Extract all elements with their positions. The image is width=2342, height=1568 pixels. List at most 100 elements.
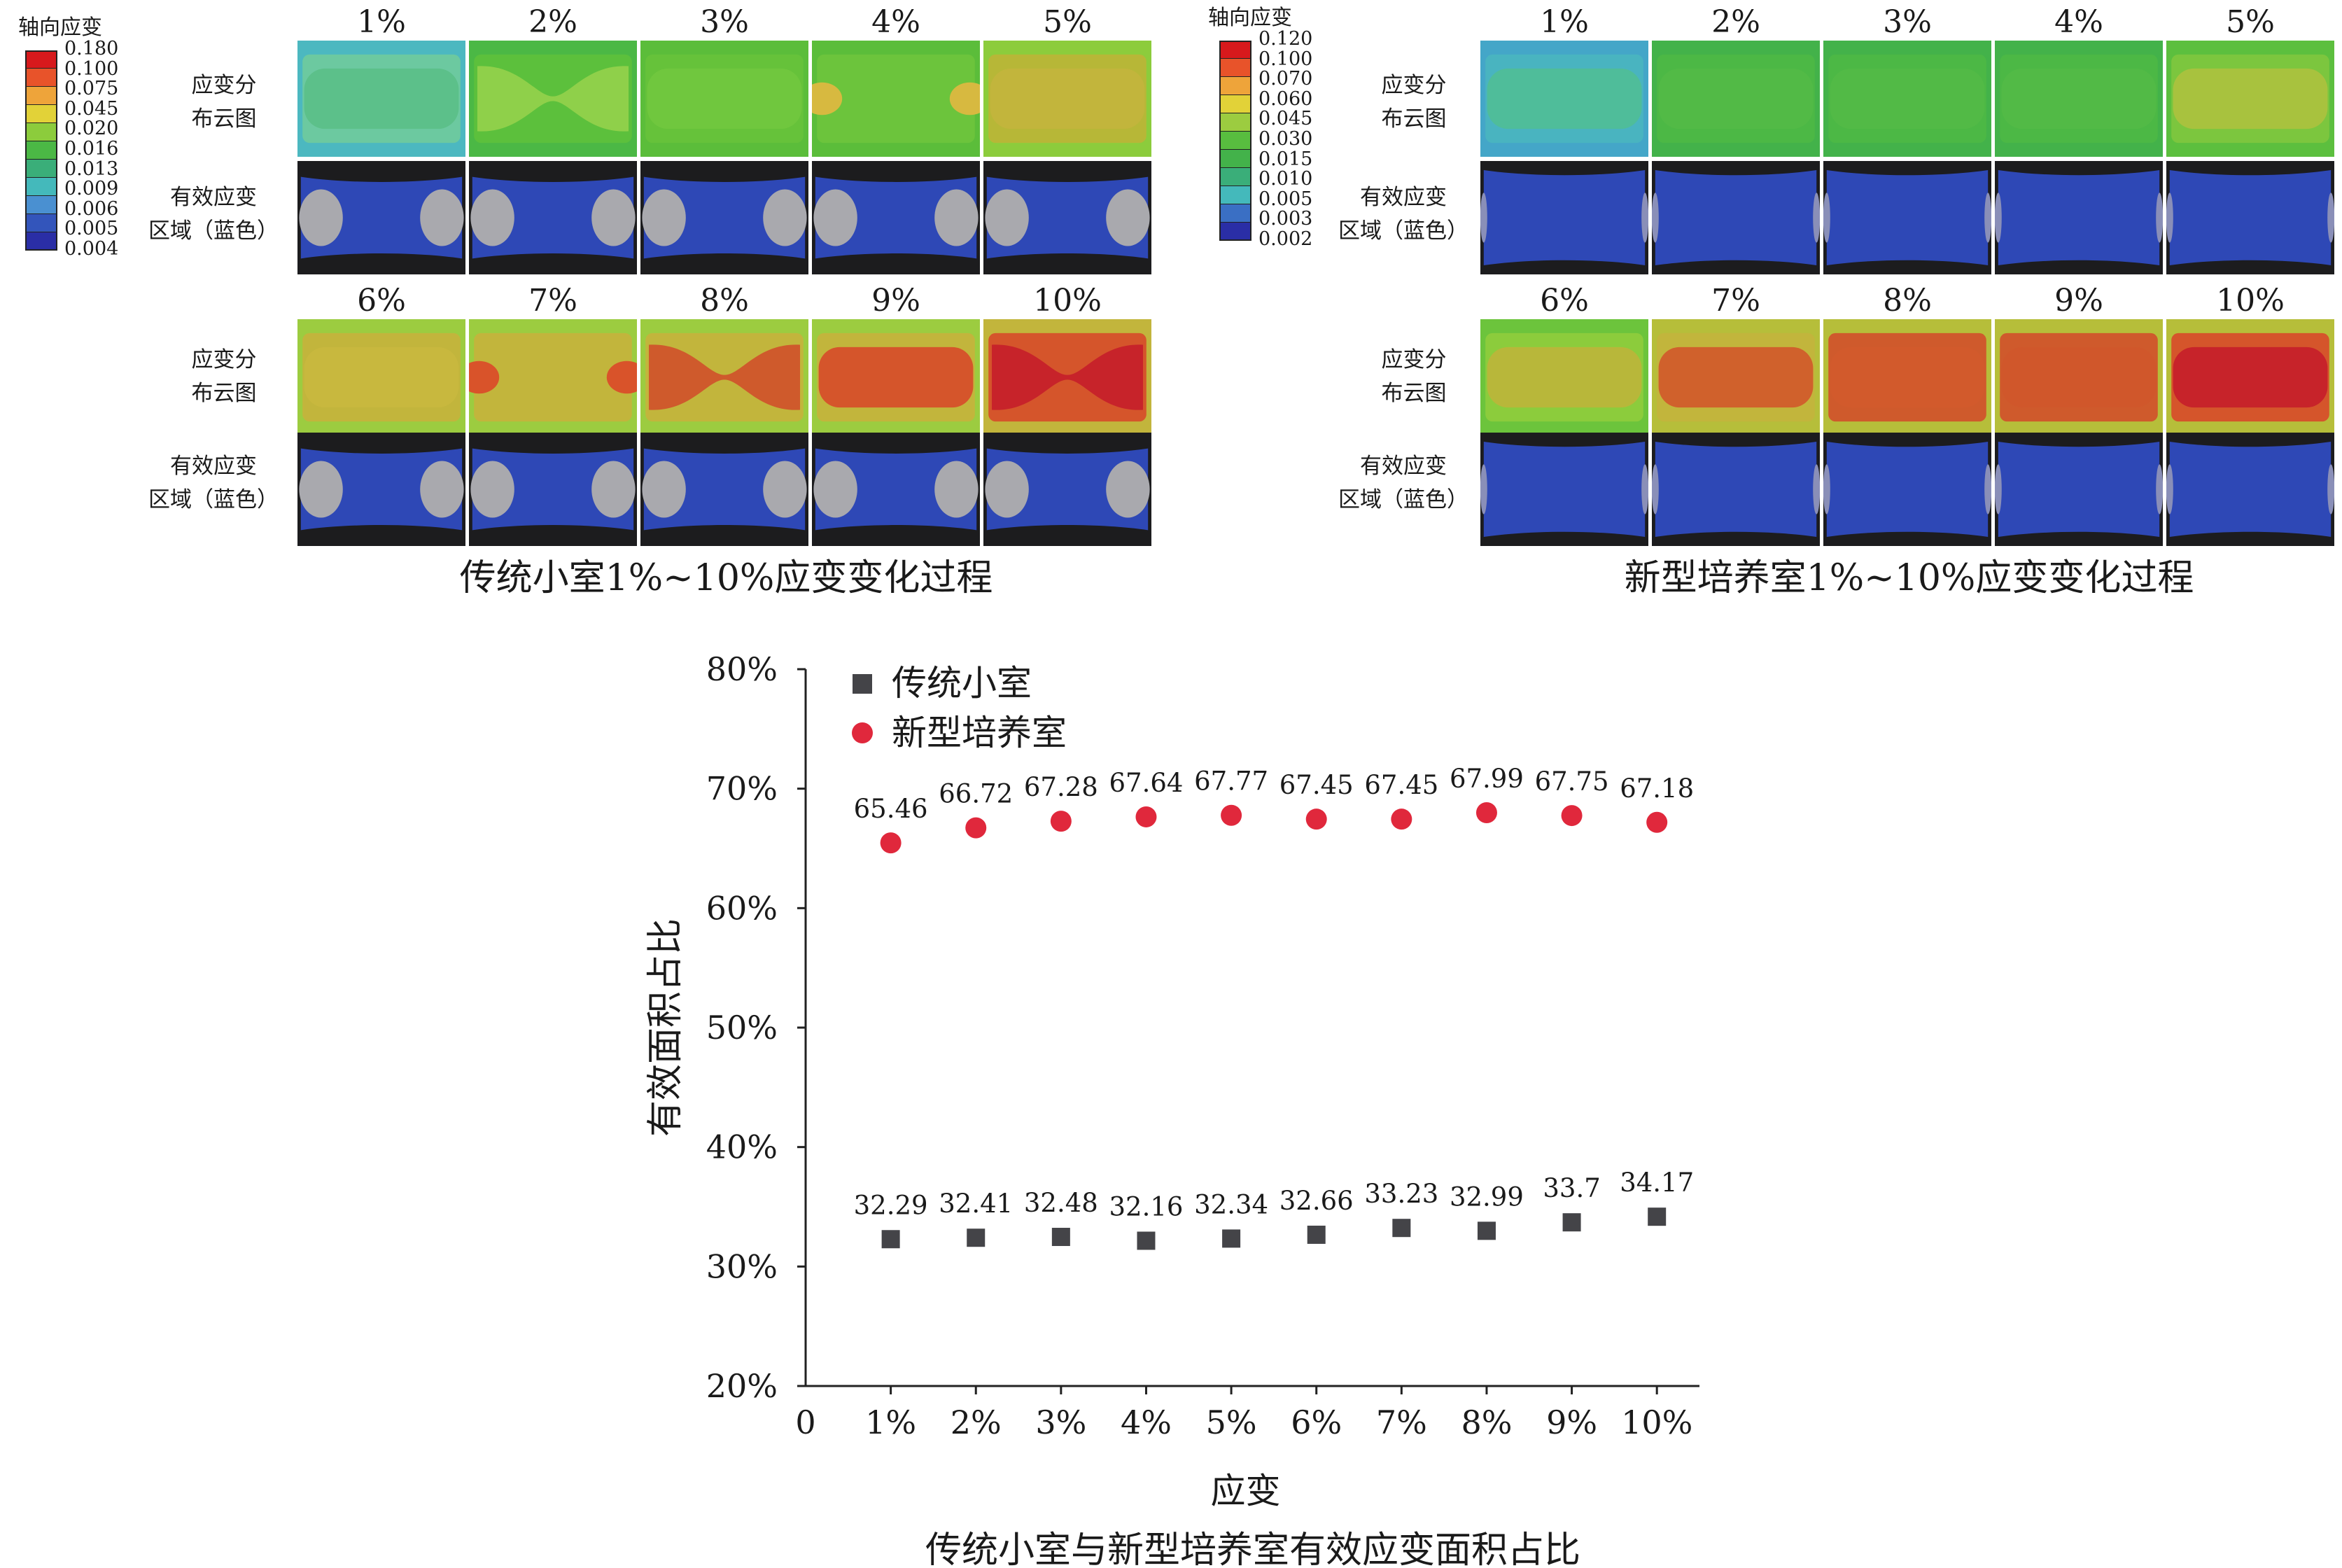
data-label: 32.34 [1194, 1189, 1268, 1219]
strain-cloud-image [1995, 41, 2163, 157]
cloud-core [1487, 68, 1642, 130]
legend-value: 0.075 [64, 78, 119, 100]
legend-value: 0.060 [1258, 88, 1313, 110]
data-label: 67.64 [1109, 768, 1184, 798]
effective-area-image [812, 433, 980, 546]
cloud-core [649, 344, 800, 410]
ineffective-area [813, 189, 857, 246]
data-point-traditional [1307, 1225, 1326, 1244]
y-tick-label: 40% [706, 1128, 778, 1166]
ineffective-area [763, 461, 807, 518]
ineffective-area [1994, 464, 2002, 514]
data-point-traditional [1051, 1228, 1070, 1247]
x-tick-label: 1% [865, 1404, 916, 1441]
y-axis-label: 有效面积占比 [645, 918, 687, 1137]
data-point-traditional [1477, 1222, 1496, 1240]
x-tick-label: 8% [1461, 1404, 1512, 1441]
x-axis-label: 应变 [1211, 1471, 1281, 1511]
ineffective-area [2327, 464, 2335, 514]
legend-value: 0.020 [64, 118, 119, 140]
data-point-traditional [1562, 1213, 1581, 1232]
cloud-core [818, 346, 974, 408]
x-tick-label: 9% [1546, 1404, 1597, 1441]
ineffective-area [1823, 464, 1830, 514]
data-point-new [1135, 806, 1157, 827]
panel-new: 轴向应变 0.120 0.100 0.070 0.060 0.045 0.030 0.015… [1190, 0, 2342, 602]
effective-area-image [1994, 433, 2164, 546]
legend-value: 0.016 [64, 138, 119, 160]
strain-cloud-image [2166, 41, 2334, 157]
legend-value: 0.120 [1258, 28, 1313, 50]
legend-values: 0.120 0.100 0.070 0.060 0.045 0.030 0.015 0.010… [1258, 28, 1335, 249]
y-tick-label: 20% [706, 1367, 778, 1405]
data-point-new [1646, 811, 1668, 833]
effective-area-image [983, 433, 1151, 546]
data-point-new [1221, 804, 1242, 826]
legend-swatch [1219, 132, 1251, 150]
cloud-body [817, 54, 975, 144]
cloud-core [647, 68, 802, 130]
strain-label: 2% [1711, 4, 1760, 40]
data-label: 65.46 [854, 794, 928, 824]
legend-value: 0.010 [1258, 168, 1313, 190]
legend-swatch [25, 196, 57, 214]
data-label: 33.7 [1543, 1173, 1600, 1203]
data-point-traditional [881, 1230, 900, 1249]
data-point-new [1391, 808, 1412, 830]
legend-value: 0.013 [64, 158, 119, 180]
x-tick-label: 0 [795, 1404, 815, 1441]
cloud-core [304, 346, 459, 408]
panel-traditional: 轴向应变 0.180 0.100 0.075 0.045 0.020 0.016 0.013… [0, 0, 1162, 602]
row-label-cloud-top: 应变分 布云图 [191, 73, 257, 132]
cloud-core [1830, 346, 1985, 408]
strain-cloud-image [297, 41, 465, 157]
strain-label: 8% [1883, 283, 1932, 318]
ineffective-area [2156, 192, 2164, 243]
effective-area-image [1480, 433, 1649, 546]
strain-cloud-image [1480, 41, 1648, 157]
effective-area-image [1651, 161, 1821, 274]
strain-label: 4% [2054, 4, 2103, 40]
data-label: 34.17 [1620, 1168, 1694, 1198]
x-tick-label: 5% [1206, 1404, 1257, 1441]
data-label: 32.99 [1450, 1182, 1524, 1212]
effective-area [986, 176, 1149, 259]
legend-colorbar [1219, 41, 1251, 241]
legend-value: 0.003 [1258, 208, 1313, 230]
strain-label: 4% [871, 4, 920, 40]
effective-area [2169, 441, 2332, 538]
data-point-traditional [967, 1228, 986, 1247]
effective-area [643, 176, 806, 259]
strain-cloud-image [1652, 319, 1820, 435]
strain-cloud-image [1823, 41, 1991, 157]
ineffective-area [1994, 192, 2002, 243]
strain-cloud-image [1823, 319, 1991, 435]
data-point-new [1050, 811, 1072, 832]
effective-area-image [2166, 433, 2335, 546]
legend-values: 0.180 0.100 0.075 0.045 0.020 0.016 0.013 0.009… [64, 39, 141, 259]
legend-swatch [1219, 204, 1251, 223]
strain-cloud-image [812, 319, 980, 435]
row-label-area-top: 有效应变 区域（蓝色） [148, 185, 279, 244]
ineffective-area [1651, 192, 1659, 243]
effective-area [300, 448, 463, 531]
effective-area [1483, 441, 1646, 538]
cloud-spot [458, 360, 500, 394]
strain-cloud-image [297, 319, 465, 435]
legend-swatch [1219, 41, 1251, 59]
legend-title: 轴向应变 [1208, 6, 1292, 30]
cloud-core [2173, 68, 2328, 130]
effective-area [472, 448, 634, 531]
legend-swatch [1219, 113, 1251, 132]
data-point-new [1561, 805, 1583, 827]
legend-title: 轴向应变 [18, 15, 102, 40]
legend-value: 0.006 [64, 197, 119, 220]
data-label: 67.28 [1024, 772, 1098, 802]
legend-value: 0.070 [1258, 68, 1313, 90]
legend-swatch [25, 160, 57, 178]
strain-cloud-image [983, 319, 1151, 435]
panel-grid: 1% 2% 3% 4% 5% 6% 7% 8% 9% 10% [1480, 0, 2338, 546]
data-point-new [965, 817, 987, 839]
chart-title: 传统小室与新型培养室有效应变面积占比 [925, 1530, 1580, 1568]
panel-grid: 1% 2% 3% 4% 5% 6% 7% 8% 9% 10% [297, 0, 1155, 546]
